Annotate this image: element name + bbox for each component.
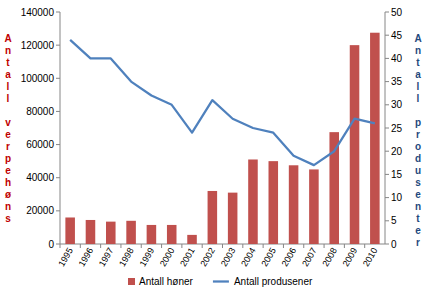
x-tick: [60, 244, 61, 248]
x-tick-label: 1997: [97, 246, 116, 268]
legend: Antall høner Antall produsener: [128, 276, 313, 287]
x-tick: [100, 244, 101, 248]
y-tick-label: 80000: [26, 106, 54, 117]
y-tick: [56, 12, 60, 13]
y-tick: [56, 210, 60, 211]
bar: [289, 165, 299, 244]
y2-tick: [385, 12, 389, 13]
y2-tick: [385, 197, 389, 198]
bar: [86, 220, 96, 244]
bar: [126, 221, 136, 244]
x-tick: [222, 244, 223, 248]
y2-tick-label: 5: [391, 215, 397, 226]
x-tick-label: 2005: [259, 246, 278, 268]
bar: [350, 45, 360, 244]
x-tick-label: 1996: [77, 246, 96, 268]
bar: [309, 169, 319, 244]
y-tick: [56, 244, 60, 245]
x-tick-label: 1999: [137, 246, 156, 268]
y2-tick: [385, 35, 389, 36]
x-tick: [141, 244, 142, 248]
y2-tick: [385, 58, 389, 59]
y-tick: [56, 177, 60, 178]
legend-swatch: [213, 280, 229, 282]
y2-tick: [385, 128, 389, 129]
x-tick-label: 2008: [320, 246, 339, 268]
y-tick-label: 40000: [26, 172, 54, 183]
x-tick: [263, 244, 264, 248]
y2-tick-label: 35: [391, 76, 403, 87]
y2-tick: [385, 244, 389, 245]
y2-tick: [385, 151, 389, 152]
y2-tick-label: 15: [391, 169, 403, 180]
y2-tick-label: 40: [391, 53, 403, 64]
x-tick: [181, 244, 182, 248]
x-tick: [344, 244, 345, 248]
y2-tick: [385, 81, 389, 82]
x-tick-label: 1995: [56, 246, 75, 268]
y2-tick-label: 0: [391, 239, 397, 250]
bar: [167, 225, 177, 244]
y-axis: [60, 12, 61, 244]
y-tick-label: 140000: [21, 7, 55, 18]
y-tick: [56, 111, 60, 112]
plot-area: [65, 33, 379, 244]
chart: 0 20000 40000 60000 80000 100000 120000 140000 0…: [0, 0, 432, 301]
y-tick-label: 60000: [26, 139, 54, 150]
x-tick-label: 1998: [117, 246, 136, 268]
bar: [208, 191, 218, 244]
x-tick: [120, 244, 121, 248]
bar: [147, 225, 157, 244]
legend-swatch: [128, 278, 135, 285]
bar: [370, 33, 380, 244]
x-tick-label: 2004: [239, 246, 258, 268]
x-tick: [324, 244, 325, 248]
bar: [228, 193, 238, 244]
x-tick-label: 2002: [198, 246, 217, 268]
bar: [248, 159, 258, 244]
x-tick: [303, 244, 304, 248]
y-tick: [56, 78, 60, 79]
legend-label: Antall høner: [139, 276, 194, 287]
x-tick-label: 2001: [178, 246, 197, 268]
y2-tick-label: 25: [391, 123, 403, 134]
bar: [106, 222, 116, 244]
y-tick-label: 20000: [26, 205, 54, 216]
legend-label: Antall produsener: [234, 276, 313, 287]
y2-tick-label: 30: [391, 99, 403, 110]
x-tick-label: 2003: [219, 246, 238, 268]
y-tick: [56, 144, 60, 145]
x-tick: [202, 244, 203, 248]
x-tick-label: 2007: [300, 246, 319, 268]
bar: [269, 161, 279, 244]
y2-tick-label: 50: [391, 7, 403, 18]
y2-tick: [385, 104, 389, 105]
y2-tick-label: 20: [391, 146, 403, 157]
x-tick-label: 2000: [158, 246, 177, 268]
line: [70, 40, 375, 165]
x-tick: [80, 244, 81, 248]
y2-tick: [385, 174, 389, 175]
x-tick: [161, 244, 162, 248]
y-tick-label: 100000: [21, 73, 55, 84]
y2-tick-label: 10: [391, 192, 403, 203]
x-tick: [283, 244, 284, 248]
x-tick-label: 2006: [280, 246, 299, 268]
x-tick: [364, 244, 365, 248]
y2-axis-label: Antallprodusenter: [414, 33, 421, 248]
x-tick-label: 2009: [341, 246, 360, 268]
x-tick: [242, 244, 243, 248]
y-tick: [56, 45, 60, 46]
y2-tick-label: 45: [391, 30, 403, 41]
bar: [329, 132, 339, 244]
bar: [187, 235, 197, 244]
y-tick-label: 0: [48, 239, 54, 250]
y2-tick: [385, 220, 389, 221]
y-axis-label: Antallverpehøns: [4, 33, 12, 224]
y-tick-label: 120000: [21, 40, 55, 51]
x-tick-label: 2010: [361, 246, 380, 268]
bar: [65, 217, 75, 244]
